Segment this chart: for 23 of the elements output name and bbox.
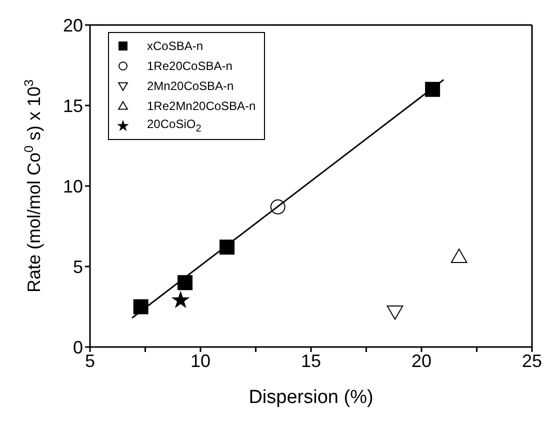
point [172,292,189,308]
x-tick-label: 10 [190,350,211,371]
x-tick-label: 15 [300,350,322,371]
y-tick-label: 10 [62,176,83,196]
legend-label: 20CoSiO$_{2}$ [147,117,202,135]
legend-label: 1Re2Mn20CoSBA-n [147,99,256,113]
point [450,248,468,263]
y-tick-label: 0 [72,337,83,358]
point [270,199,286,214]
legend-label: 1Re20CoSBA-n [147,59,232,73]
point [133,299,148,314]
point [386,305,404,320]
y-tick-label: 15 [62,96,83,116]
x-tick-label: 20 [411,350,432,371]
x-tick-label: 25 [522,350,542,371]
legend-label: 2Mn20CoSBA-n [147,79,234,93]
y-tick-label: 5 [72,256,83,277]
point [178,275,193,290]
x-axis-title: Dispersion (%) [248,387,374,408]
point [220,240,235,255]
legend-label: xCoSBA-n [147,39,204,53]
point [425,82,440,97]
y-tick-label: 20 [62,15,83,36]
